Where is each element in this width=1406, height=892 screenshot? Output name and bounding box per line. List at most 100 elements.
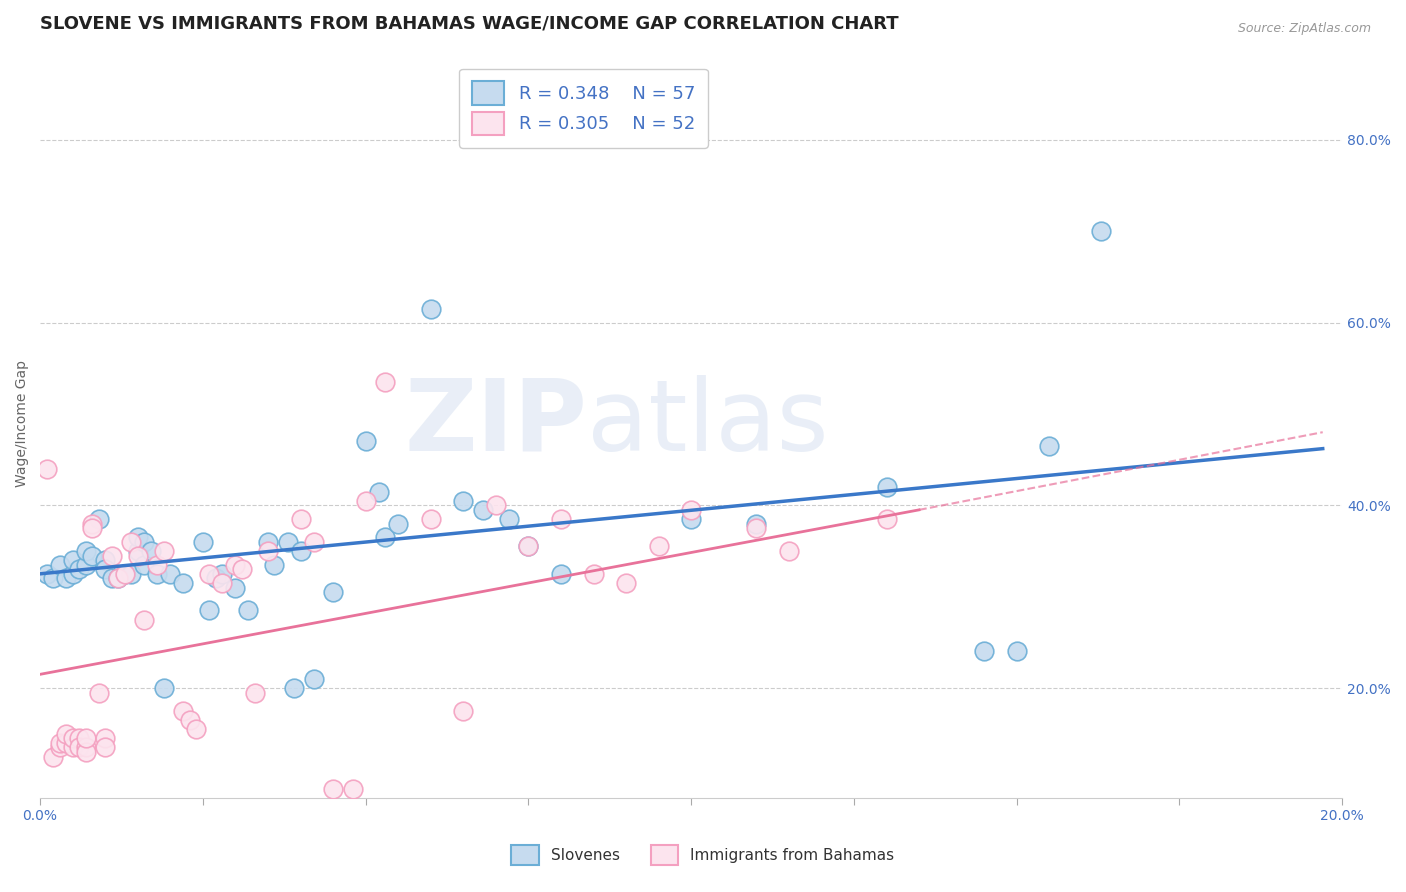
Point <box>198 603 221 617</box>
Point <box>146 566 169 581</box>
Point <box>224 558 246 572</box>
Point <box>778 544 800 558</box>
Point <box>290 544 312 558</box>
Point <box>100 571 122 585</box>
Point <box>198 566 221 581</box>
Point <box>550 566 572 581</box>
Point <box>42 571 65 585</box>
Point <box>550 512 572 526</box>
Point <box>82 516 104 531</box>
Point <box>419 301 441 316</box>
Point <box>485 498 508 512</box>
Point <box>374 375 396 389</box>
Point <box>82 549 104 563</box>
Point <box>35 566 58 581</box>
Point <box>681 503 703 517</box>
Point <box>257 544 280 558</box>
Point <box>498 512 520 526</box>
Point <box>139 544 162 558</box>
Point <box>82 521 104 535</box>
Point <box>87 512 110 526</box>
Point <box>453 704 475 718</box>
Point <box>55 571 77 585</box>
Point <box>876 480 898 494</box>
Point <box>224 581 246 595</box>
Point <box>1090 224 1112 238</box>
Point <box>231 562 253 576</box>
Point <box>94 562 117 576</box>
Point <box>647 540 669 554</box>
Point <box>211 576 233 591</box>
Point <box>153 681 176 695</box>
Point <box>276 534 298 549</box>
Point <box>186 722 208 736</box>
Point <box>681 512 703 526</box>
Point <box>75 745 97 759</box>
Point <box>94 731 117 746</box>
Point <box>614 576 637 591</box>
Point <box>172 704 194 718</box>
Point <box>1038 439 1060 453</box>
Point <box>471 503 494 517</box>
Point <box>67 562 90 576</box>
Point <box>342 781 364 796</box>
Point <box>107 571 129 585</box>
Text: Source: ZipAtlas.com: Source: ZipAtlas.com <box>1237 22 1371 36</box>
Point <box>243 685 266 699</box>
Point <box>42 749 65 764</box>
Point <box>367 484 389 499</box>
Point <box>48 558 70 572</box>
Point <box>67 740 90 755</box>
Point <box>973 644 995 658</box>
Text: atlas: atlas <box>588 375 828 472</box>
Point <box>134 613 156 627</box>
Point <box>62 740 84 755</box>
Point <box>120 566 142 581</box>
Point <box>876 512 898 526</box>
Point <box>48 740 70 755</box>
Point <box>257 534 280 549</box>
Point <box>114 566 136 581</box>
Y-axis label: Wage/Income Gap: Wage/Income Gap <box>15 359 30 486</box>
Point <box>153 544 176 558</box>
Point <box>127 530 149 544</box>
Point <box>238 603 260 617</box>
Legend: Slovenes, Immigrants from Bahamas: Slovenes, Immigrants from Bahamas <box>505 839 901 871</box>
Point <box>127 544 149 558</box>
Point <box>48 736 70 750</box>
Text: SLOVENE VS IMMIGRANTS FROM BAHAMAS WAGE/INCOME GAP CORRELATION CHART: SLOVENE VS IMMIGRANTS FROM BAHAMAS WAGE/… <box>41 15 898 33</box>
Point <box>134 534 156 549</box>
Point <box>283 681 305 695</box>
Point <box>1005 644 1028 658</box>
Point <box>127 549 149 563</box>
Point <box>62 731 84 746</box>
Point <box>205 571 228 585</box>
Point <box>745 521 768 535</box>
Point <box>374 530 396 544</box>
Point <box>517 540 540 554</box>
Point <box>55 727 77 741</box>
Point <box>67 731 90 746</box>
Point <box>146 558 169 572</box>
Point <box>191 534 214 549</box>
Point <box>75 740 97 755</box>
Point <box>87 685 110 699</box>
Point <box>179 713 201 727</box>
Legend: R = 0.348    N = 57, R = 0.305    N = 52: R = 0.348 N = 57, R = 0.305 N = 52 <box>460 69 707 147</box>
Point <box>419 512 441 526</box>
Point <box>94 740 117 755</box>
Text: ZIP: ZIP <box>404 375 588 472</box>
Point <box>322 585 344 599</box>
Point <box>517 540 540 554</box>
Point <box>134 558 156 572</box>
Point <box>172 576 194 591</box>
Point <box>100 549 122 563</box>
Point <box>35 461 58 475</box>
Point <box>107 571 129 585</box>
Point <box>354 434 377 449</box>
Point <box>582 566 605 581</box>
Point <box>387 516 409 531</box>
Point <box>354 493 377 508</box>
Point <box>322 781 344 796</box>
Point <box>745 516 768 531</box>
